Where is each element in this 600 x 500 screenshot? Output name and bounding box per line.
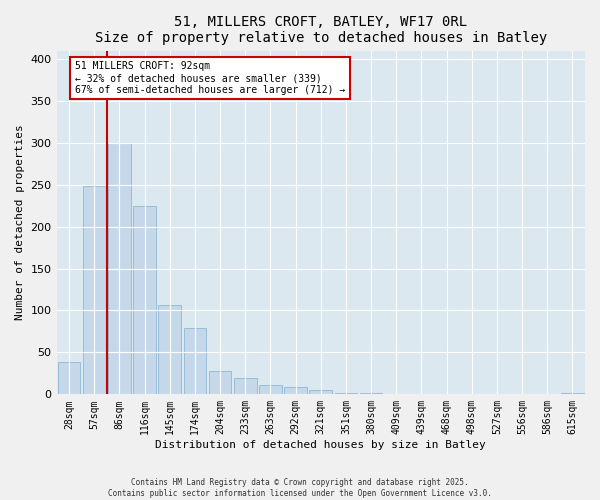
Text: Contains HM Land Registry data © Crown copyright and database right 2025.
Contai: Contains HM Land Registry data © Crown c… <box>108 478 492 498</box>
Bar <box>209 371 232 394</box>
Bar <box>234 378 257 394</box>
Bar <box>561 392 584 394</box>
Bar <box>310 390 332 394</box>
Bar <box>58 362 80 394</box>
Bar <box>108 143 131 395</box>
Bar <box>158 306 181 394</box>
Bar <box>284 387 307 394</box>
Bar <box>83 186 106 394</box>
Bar <box>259 385 282 394</box>
Bar <box>184 328 206 394</box>
Bar <box>133 206 156 394</box>
Y-axis label: Number of detached properties: Number of detached properties <box>15 124 25 320</box>
Text: 51 MILLERS CROFT: 92sqm
← 32% of detached houses are smaller (339)
67% of semi-d: 51 MILLERS CROFT: 92sqm ← 32% of detache… <box>74 62 345 94</box>
X-axis label: Distribution of detached houses by size in Batley: Distribution of detached houses by size … <box>155 440 486 450</box>
Title: 51, MILLERS CROFT, BATLEY, WF17 0RL
Size of property relative to detached houses: 51, MILLERS CROFT, BATLEY, WF17 0RL Size… <box>95 15 547 45</box>
